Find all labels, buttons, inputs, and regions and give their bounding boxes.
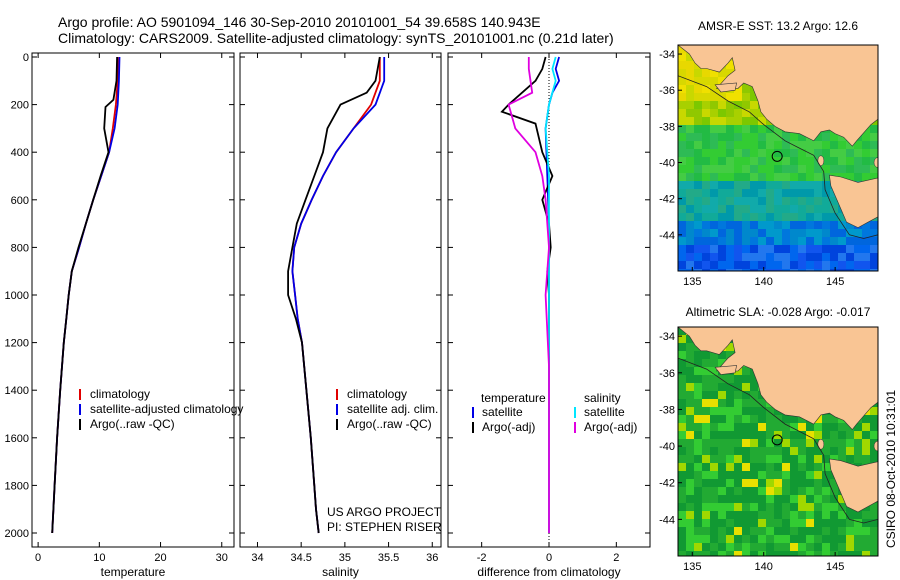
series-line-climatology: [291, 57, 381, 534]
annotation-text: PI: STEPHEN RISER: [327, 520, 442, 534]
sla-map-title: Altimetric SLA: -0.028 Argo: -0.017: [686, 305, 871, 319]
y-tick-label: 400: [11, 147, 29, 159]
y-tick-label: 2000: [5, 528, 29, 540]
map-field: [678, 45, 878, 271]
x-axis-label: salinity: [322, 565, 359, 579]
legend-entry: climatology: [347, 387, 407, 401]
profile-location-marker: [771, 150, 783, 162]
map-frame: [677, 44, 879, 272]
x-tick-label: 2: [613, 552, 619, 564]
series-line-climatology: [51, 57, 119, 534]
x-tick-label: 34: [251, 552, 263, 564]
series-line-salinity_argo: [507, 57, 550, 533]
depth-contour: [678, 75, 878, 239]
temperature-panel: 0 10 20 30 0 200 400 600 800 1000 1200 1400 1600 1800…: [5, 52, 244, 579]
land-island: [714, 82, 737, 93]
legend-entry: satellite-adjusted climatology: [90, 402, 243, 416]
y-tick-label: -42: [659, 478, 675, 490]
series-line-argo: [287, 56, 381, 534]
x-tick-label: 34.5: [290, 552, 311, 564]
land-island: [817, 155, 825, 166]
y-tick-label: -36: [659, 85, 675, 97]
land-tasmania: [829, 458, 878, 513]
y-tick-label: -38: [659, 121, 675, 133]
legend-entry: climatology: [90, 387, 150, 401]
y-tick-label: -40: [659, 441, 675, 453]
map-field: [678, 327, 878, 556]
y-tick-label: 1600: [5, 433, 29, 445]
profile-location-marker: [771, 434, 783, 446]
x-tick-label: 145: [826, 276, 844, 288]
y-tick-label: -34: [659, 49, 675, 61]
series-line-argo: [51, 56, 118, 534]
y-tick-label: -36: [659, 368, 675, 380]
y-tick-label: -34: [659, 331, 675, 343]
x-tick-label: -2: [477, 552, 487, 564]
annotation-text: US ARGO PROJECT: [327, 505, 442, 519]
series-line-satellite: [544, 56, 561, 533]
legend-entry: satellite adj. clim.: [347, 402, 438, 416]
sst-map-title: AMSR-E SST: 13.2 Argo: 12.6: [698, 19, 858, 33]
y-tick-label: 0: [23, 52, 29, 64]
legend-entry: Argo(..raw -QC): [347, 417, 432, 431]
legend-entry: satellite: [584, 405, 625, 419]
y-tick-label: -38: [659, 404, 675, 416]
land-island: [873, 440, 878, 452]
x-tick-label: 140: [755, 276, 773, 288]
y-tick-label: -44: [659, 514, 675, 526]
x-tick-label: 135: [683, 276, 701, 288]
depth-contour: [678, 357, 878, 524]
legend-entry: Argo(-adj): [482, 420, 535, 434]
x-axis-label: difference from climatology: [477, 565, 620, 579]
map-frame: [677, 326, 879, 557]
land-island: [714, 365, 737, 375]
x-tick-label: 20: [154, 552, 166, 564]
y-tick-label: 1400: [5, 385, 29, 397]
header-line1: Argo profile: AO 5901094_146 30-Sep-2010…: [58, 14, 541, 30]
y-tick-label: -44: [659, 230, 675, 242]
x-tick-label: 10: [93, 552, 105, 564]
y-tick-label: -42: [659, 194, 675, 206]
x-tick-label: 135: [683, 561, 701, 573]
x-tick-label: 35: [339, 552, 351, 564]
y-tick-label: 1200: [5, 338, 29, 350]
y-tick-label: 1800: [5, 480, 29, 492]
plot-frame: [239, 52, 442, 548]
x-tick-label: 36: [426, 552, 438, 564]
x-axis-label: temperature: [101, 565, 166, 579]
y-tick-label: 600: [11, 195, 29, 207]
x-tick-label: 140: [755, 561, 773, 573]
credit-text: CSIRO 08-Oct-2010 10:31:01: [884, 390, 898, 548]
series-line-satellite: [51, 56, 121, 534]
y-tick-label: 200: [11, 100, 29, 112]
x-tick-label: 0: [35, 552, 41, 564]
series-line-salinity_satellite: [544, 56, 557, 533]
y-tick-label: -40: [659, 158, 675, 170]
land-mainland: [678, 327, 878, 431]
x-tick-label: 145: [826, 561, 844, 573]
land-island: [817, 438, 825, 450]
legend-header: temperature: [481, 391, 546, 405]
y-tick-label: 1000: [5, 290, 29, 302]
legend-entry: Argo(-adj): [584, 420, 637, 434]
legend-entry: Argo(..raw -QC): [90, 417, 175, 431]
y-tick-label: 800: [11, 242, 29, 254]
legend-header: salinity: [584, 391, 621, 405]
salinity-panel: 34 34.5 35 35.5 36 salinity climatologysatelli…: [239, 52, 442, 579]
x-tick-label: 30: [216, 552, 228, 564]
land-tasmania: [829, 174, 878, 228]
x-tick-label: 35.5: [378, 552, 399, 564]
sla-map: 135 140 145 -34 -36 -38 -40 -42 -44: [659, 326, 879, 573]
land-island: [873, 157, 878, 168]
x-tick-label: 0: [546, 552, 552, 564]
header-line2: Climatology: CARS2009. Satellite-adjuste…: [58, 30, 614, 46]
sst-map: 135 140 145 -34 -36 -38 -40 -42 -44: [659, 44, 879, 288]
plot-frame: [31, 52, 235, 548]
land-mainland: [678, 45, 878, 147]
series-line-satellite: [291, 57, 386, 534]
legend-entry: satellite: [482, 405, 523, 419]
